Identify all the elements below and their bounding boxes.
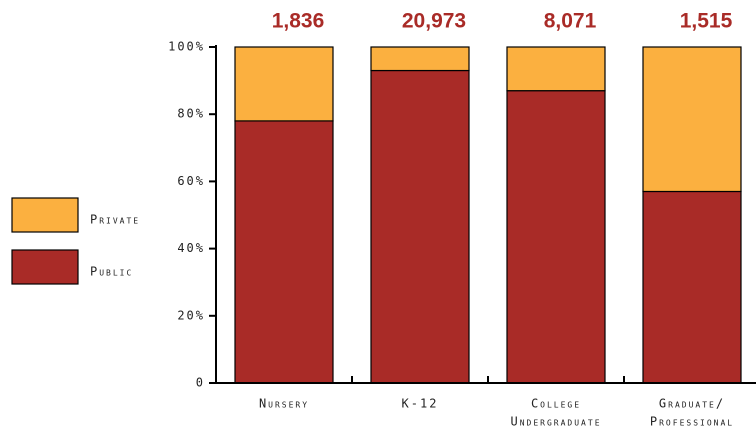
x-tick-label: College bbox=[531, 397, 581, 411]
bar-segment bbox=[370, 46, 470, 72]
bar-segment bbox=[234, 46, 334, 122]
legend-swatch bbox=[11, 197, 79, 233]
y-tick-label: 20% bbox=[177, 308, 205, 322]
total-label: 8,071 bbox=[544, 10, 597, 33]
bar-segment bbox=[642, 46, 742, 193]
y-tick-label: 80% bbox=[177, 107, 205, 121]
bar-segment bbox=[370, 69, 470, 384]
y-tick-label: 40% bbox=[177, 241, 205, 255]
bar-segment bbox=[506, 90, 606, 384]
x-tick-label: Nursery bbox=[259, 397, 309, 411]
total-label: 1,836 bbox=[272, 10, 325, 33]
y-tick-label: 60% bbox=[177, 174, 205, 188]
legend-swatch bbox=[11, 249, 79, 285]
bar-segment bbox=[642, 190, 742, 384]
y-tick-label: 0 bbox=[196, 376, 205, 390]
legend-label: Public bbox=[90, 265, 133, 279]
x-tick-label: Undergraduate bbox=[510, 415, 601, 429]
x-tick-label: Professional bbox=[650, 415, 734, 429]
bar-segment bbox=[506, 46, 606, 92]
x-tick-label: K-12 bbox=[402, 397, 439, 411]
bar-segment bbox=[234, 120, 334, 384]
total-label: 1,515 bbox=[680, 10, 733, 33]
total-label: 20,973 bbox=[402, 10, 466, 33]
legend-label: Private bbox=[90, 213, 140, 227]
x-tick-label: Graduate/ bbox=[659, 397, 725, 411]
y-tick-label: 100% bbox=[168, 40, 205, 54]
